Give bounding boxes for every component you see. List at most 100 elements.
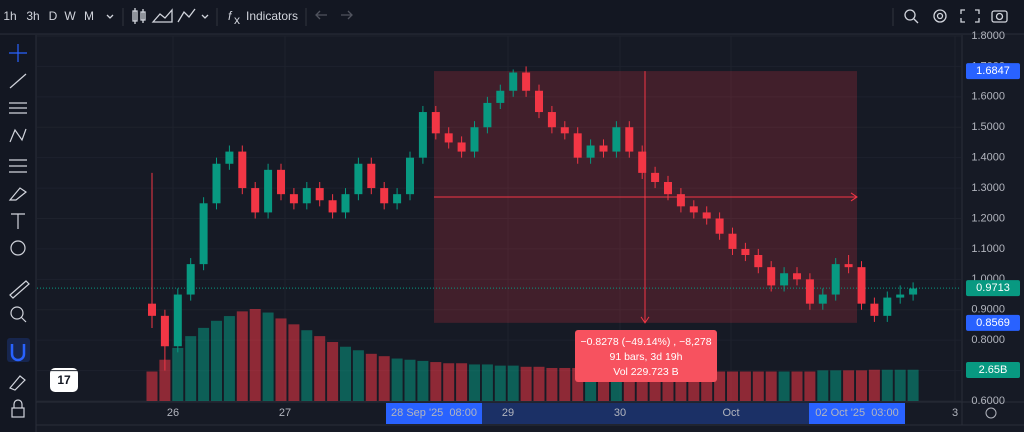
measure-tooltip-text: −0.8278 (−49.14%) , −8,278 (580, 336, 711, 348)
candle-body (483, 102, 492, 128)
interval-button[interactable]: W (64, 9, 76, 23)
undo-button[interactable] (315, 10, 327, 20)
candle-body (870, 303, 879, 316)
volume-bar (572, 367, 584, 401)
logo: 17 (50, 368, 78, 392)
brush-tool[interactable] (8, 187, 28, 201)
magnet-tool[interactable] (10, 344, 26, 362)
candle-body (367, 163, 376, 189)
interval-button[interactable]: M (84, 9, 94, 23)
volume-bar (340, 346, 351, 401)
volume-bar (804, 371, 816, 401)
volume-bar (507, 365, 519, 401)
volume-label-box (966, 362, 1020, 378)
volume-bar (739, 371, 751, 401)
volume-bar (198, 327, 210, 401)
y-tick-label: 1.1000 (971, 243, 1005, 255)
candle-body (535, 90, 543, 113)
candle-body (844, 264, 853, 268)
volume-bar (314, 336, 326, 401)
volume-bar (417, 360, 429, 401)
measure-end-label: 0.8569 (976, 317, 1010, 329)
candle-body (302, 188, 311, 204)
volume-bar (649, 370, 661, 401)
volume-bar (585, 369, 597, 401)
volume-bar (365, 353, 377, 401)
measure-arrow-head (640, 316, 650, 324)
emoji-tool[interactable] (10, 240, 26, 256)
volume-bar (520, 366, 532, 401)
candle-body (277, 169, 285, 195)
lock-tool[interactable] (11, 399, 25, 418)
interval-button[interactable]: 1h (3, 9, 16, 23)
x-tick-label: Oct (722, 407, 739, 419)
volume-bar (172, 347, 184, 401)
volume-bar (778, 371, 790, 401)
candle-body (431, 112, 440, 134)
redo-button[interactable] (341, 10, 353, 20)
active-tool-highlight (7, 338, 30, 362)
dropdown-icon[interactable] (201, 14, 209, 19)
volume-bar (443, 363, 455, 401)
candle-body (586, 145, 595, 158)
trendline-tool[interactable] (9, 73, 27, 89)
volume-bar (391, 358, 403, 401)
candle-body (199, 203, 208, 265)
measure-tool[interactable] (9, 280, 30, 299)
candle-body (780, 273, 789, 286)
crosshair-tool[interactable] (9, 44, 27, 62)
line-type-button[interactable] (177, 8, 196, 23)
fib-tool[interactable] (9, 102, 27, 114)
x-tick-label: 28 Sep '25 08:00 (391, 407, 477, 419)
volume-bar (146, 371, 158, 401)
candle-body (638, 151, 647, 173)
area-type-button[interactable] (151, 8, 173, 23)
candle-body (251, 188, 260, 213)
lock-drawings[interactable] (9, 375, 26, 391)
fullscreen-button[interactable] (960, 9, 980, 23)
dropdown-icon[interactable] (106, 14, 114, 19)
volume-bar (352, 350, 364, 401)
volume-bar (494, 365, 506, 401)
candle-body (896, 294, 905, 298)
x-tick-label: 3 (952, 407, 958, 419)
volume-bar (430, 362, 442, 401)
candle-body (805, 279, 814, 304)
candle-body (380, 188, 389, 204)
candle-body (599, 145, 608, 152)
volume-bar (378, 356, 390, 401)
candle-body (289, 194, 298, 204)
volume-bar (868, 369, 880, 401)
zoom-tool[interactable] (10, 306, 27, 323)
candle-body (406, 157, 414, 195)
volume-bar (830, 370, 842, 401)
text-tool[interactable] (11, 213, 25, 229)
indicators-button[interactable]: Indicators (246, 9, 298, 23)
candle-body (341, 194, 350, 213)
screenshot-button[interactable] (991, 10, 1008, 23)
interval-button[interactable]: 3h (26, 9, 39, 23)
volume-bar (856, 370, 867, 401)
y-tick-label: 1.3000 (971, 182, 1005, 194)
candle-body (328, 200, 337, 213)
zoom-button[interactable] (904, 9, 919, 24)
interval-button[interactable]: D (49, 9, 58, 23)
indicators-icon[interactable]: f (228, 9, 233, 23)
volume-bar (675, 371, 687, 401)
candle-body (651, 172, 660, 182)
candle-body (148, 303, 156, 316)
volume-bar (843, 370, 855, 401)
volume-bar (159, 359, 171, 401)
axis-settings[interactable] (985, 407, 997, 419)
volume-bar (636, 370, 648, 401)
volume-bar (211, 320, 222, 401)
time-label-box (809, 403, 905, 424)
pattern-tool[interactable] (9, 128, 27, 143)
indicators-icon[interactable]: x (234, 13, 240, 27)
candle-type-button[interactable] (132, 8, 146, 24)
settings-button[interactable] (933, 9, 947, 23)
measure-start-label-box (966, 63, 1020, 80)
volume-bar (456, 363, 468, 401)
x-tick-label: 26 (167, 407, 179, 419)
projection-tool[interactable] (9, 159, 27, 173)
